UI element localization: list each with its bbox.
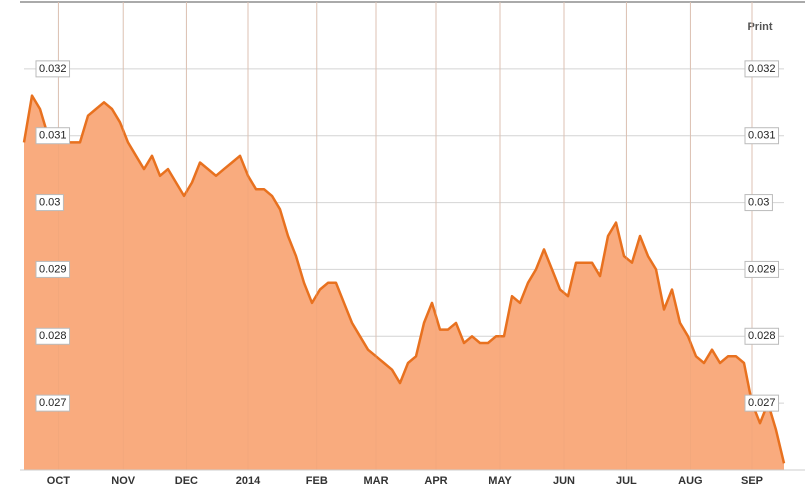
y-tick-box	[744, 327, 780, 345]
y-tick-box	[35, 260, 71, 278]
y-tick-label-right: 0.032	[748, 63, 776, 75]
y-tick-label-left: 0.029	[39, 263, 67, 275]
area-fill	[24, 95, 784, 470]
y-tick-box	[744, 394, 780, 412]
x-tick-label: APR	[424, 475, 447, 487]
y-tick-label-right: 0.031	[748, 130, 776, 142]
x-tick-label: 2014	[236, 475, 261, 487]
y-tick-box	[35, 60, 71, 78]
y-tick-box	[35, 327, 71, 345]
y-tick-box	[35, 194, 64, 212]
x-tick-label: OCT	[47, 475, 71, 487]
x-tick-label: AUG	[678, 475, 702, 487]
y-tick-box	[744, 194, 773, 212]
x-tick-label: MAR	[363, 475, 388, 487]
y-tick-label-right: 0.029	[748, 263, 776, 275]
y-tick-box	[35, 127, 71, 145]
y-tick-box	[744, 60, 780, 78]
x-tick-label: DEC	[175, 475, 198, 487]
area-line	[22, 94, 786, 464]
y-tick-label-left: 0.032	[39, 63, 67, 75]
x-tick-label: JUN	[553, 475, 575, 487]
y-tick-label-left: 0.031	[39, 130, 67, 142]
x-tick-label: NOV	[111, 475, 136, 487]
y-tick-label-left: 0.028	[39, 330, 67, 342]
x-tick-label: FEB	[306, 475, 328, 487]
x-tick-label: MAY	[488, 475, 512, 487]
y-tick-label-right: 0.03	[748, 196, 769, 208]
print-button[interactable]: Print	[747, 21, 772, 33]
y-tick-box	[744, 127, 780, 145]
y-tick-label-left: 0.03	[39, 196, 60, 208]
y-tick-label-right: 0.027	[748, 397, 776, 409]
x-tick-label: JUL	[616, 475, 637, 487]
x-tick-label: SEP	[741, 475, 763, 487]
y-tick-box	[744, 260, 780, 278]
y-tick-box	[35, 394, 71, 412]
y-tick-label-left: 0.027	[39, 397, 67, 409]
y-tick-label-right: 0.028	[748, 330, 776, 342]
